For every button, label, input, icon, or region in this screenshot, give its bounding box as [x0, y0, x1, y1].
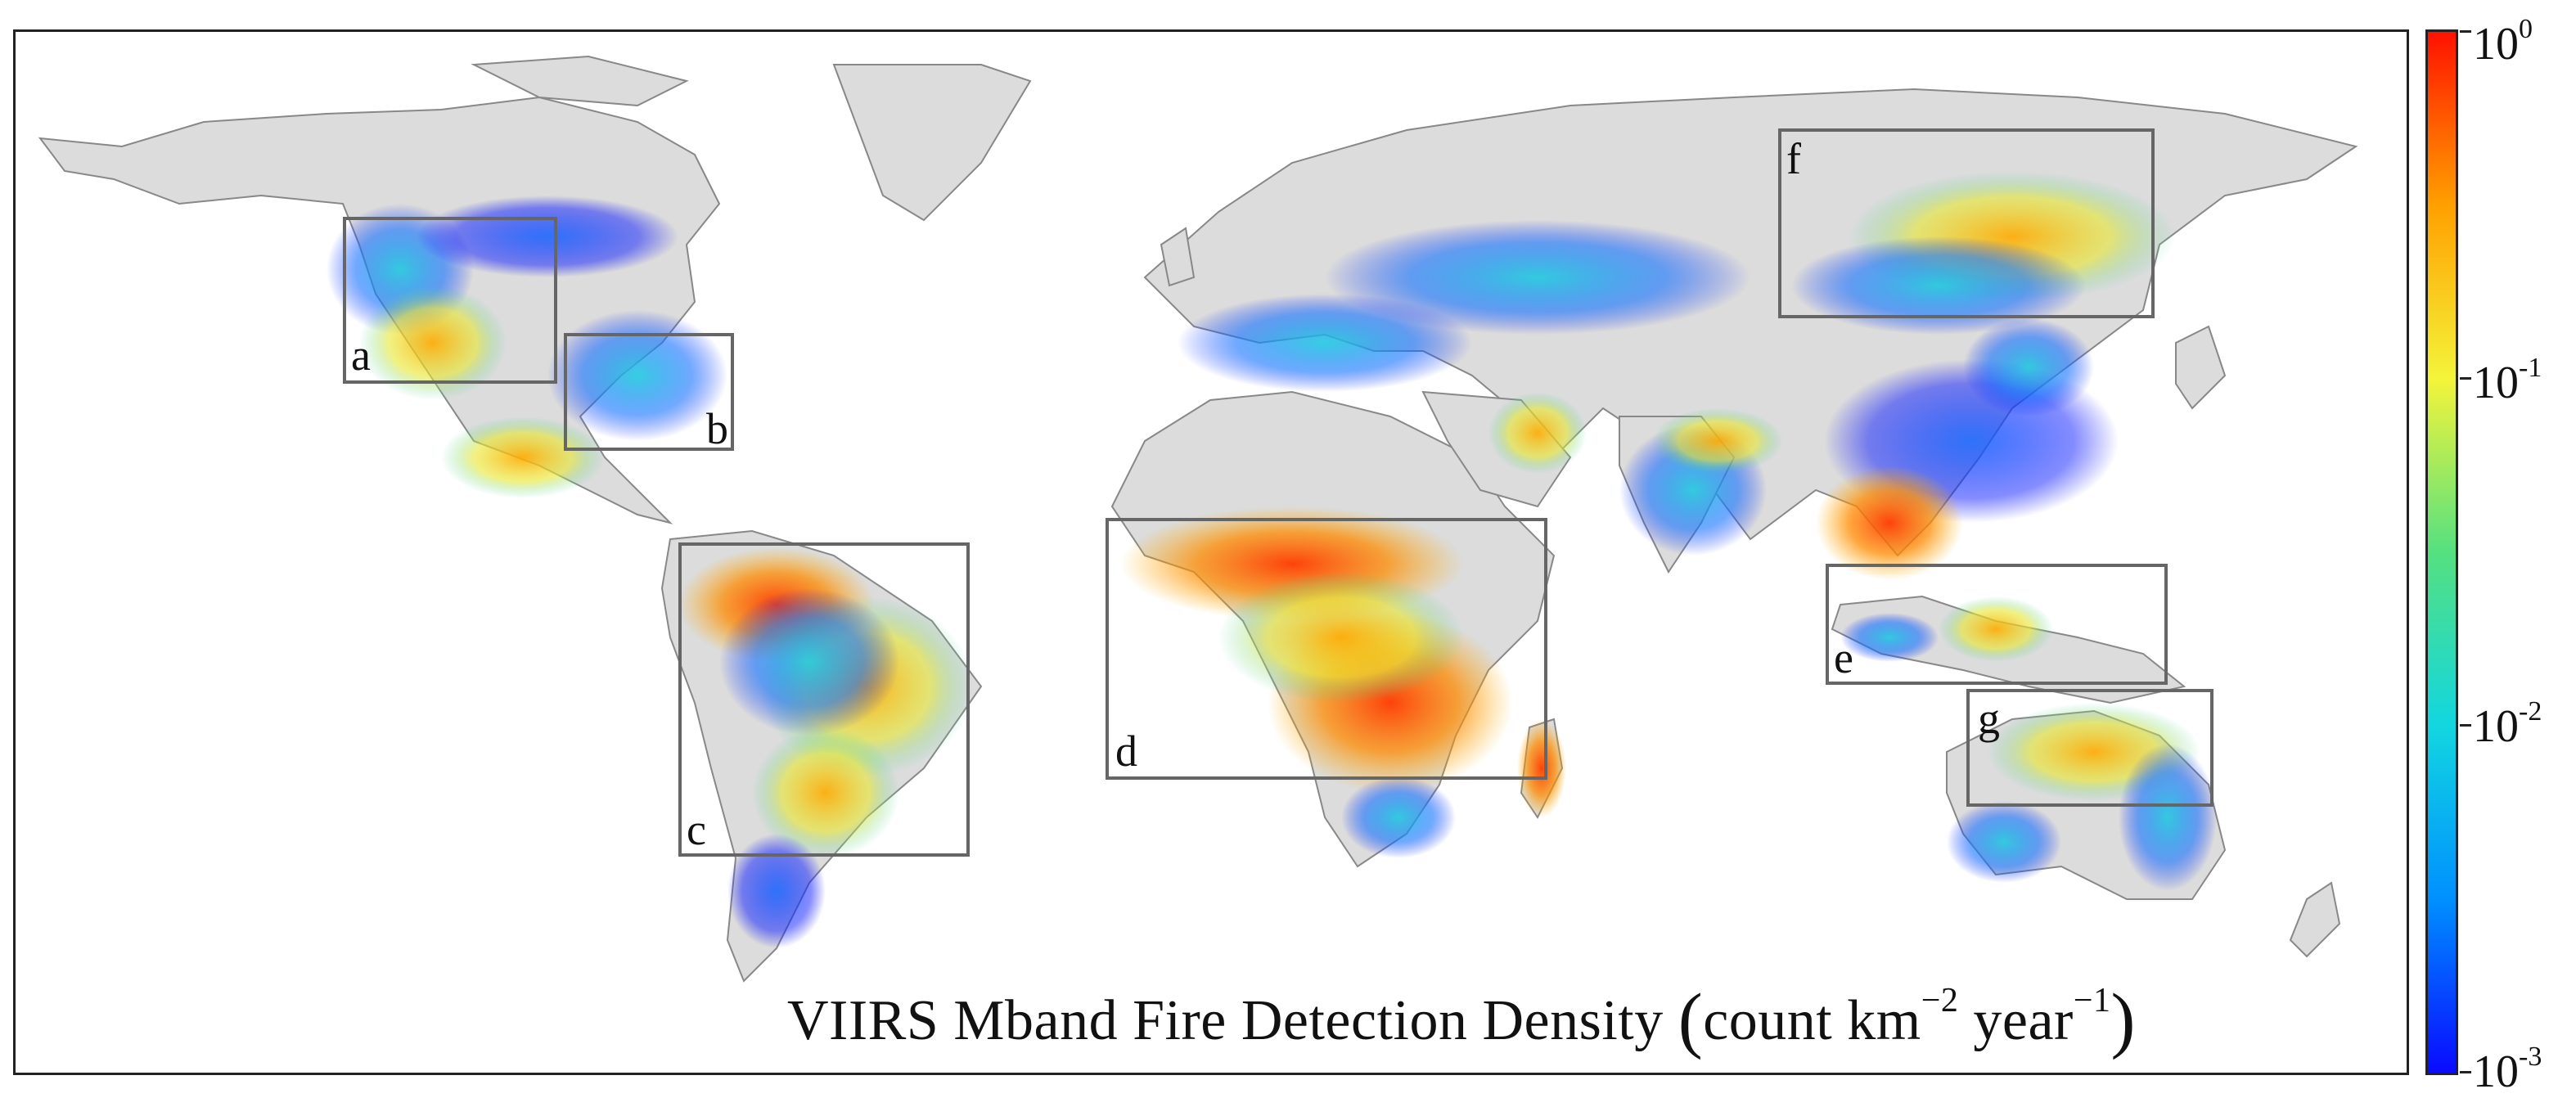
colorbar-label-1-base: 10	[2473, 358, 2519, 408]
colorbar-label-1-exp: -1	[2519, 353, 2542, 383]
region-box-c	[678, 542, 970, 857]
colorbar-tick-1	[2460, 377, 2471, 380]
colorbar-tick-0	[2460, 30, 2471, 33]
map-title: VIIRS Mband Fire Detection Density (coun…	[787, 978, 2136, 1062]
title-close-paren: )	[2110, 979, 2136, 1060]
region-label-f: f	[1786, 134, 1801, 183]
region-label-b: b	[706, 404, 728, 453]
fire-mexico	[441, 416, 605, 498]
title-exp-km: −2	[1921, 982, 1959, 1019]
colorbar-label-3-base: 10	[2473, 1046, 2519, 1097]
colorbar-label-3: 10-3	[2473, 1043, 2542, 1097]
fire-s-tip-africa	[1341, 776, 1456, 858]
colorbar-label-2-exp: -2	[2519, 696, 2542, 727]
region-box-a	[343, 217, 557, 384]
colorbar-label-3-exp: -3	[2519, 1042, 2542, 1072]
map-frame: a b c d e f g	[13, 29, 2409, 1075]
land-new-zealand	[2289, 881, 2341, 958]
land-arctic-islands	[471, 55, 689, 107]
region-label-d: d	[1115, 727, 1137, 776]
land-japan	[2175, 325, 2227, 410]
fire-chaco	[752, 727, 899, 858]
title-exp-year: −1	[2073, 982, 2111, 1019]
colorbar-label-2: 10-2	[2473, 698, 2542, 752]
fire-e-australia	[2119, 744, 2217, 891]
title-open-paren: (	[1678, 979, 1704, 1060]
fire-madagascar	[1517, 719, 1566, 817]
colorbar	[2425, 29, 2458, 1075]
land-greenland	[832, 64, 1032, 222]
fire-canada-n	[417, 196, 678, 277]
title-prefix: VIIRS Mband Fire Detection Density	[787, 989, 1678, 1052]
fire-density-overlay	[327, 171, 2217, 948]
fire-central-africa	[1218, 572, 1464, 703]
colorbar-label-0: 100	[2473, 16, 2533, 70]
region-box-d	[1106, 518, 1547, 780]
world-map	[38, 55, 2358, 983]
fire-siberia-b	[1791, 236, 2086, 335]
region-label-e: e	[1834, 633, 1853, 682]
colorbar-tick-2	[2460, 724, 2471, 727]
region-label-c: c	[687, 805, 706, 854]
fire-e-us	[547, 310, 727, 441]
fire-mid-east	[1488, 392, 1587, 474]
fire-borneo	[1939, 596, 2053, 662]
fire-sumatra	[1840, 613, 1939, 662]
fire-e-china	[1963, 318, 2094, 416]
fire-n-india	[1652, 408, 1783, 474]
fire-w-australia	[1947, 801, 2061, 883]
region-box-g	[1966, 689, 2213, 807]
fire-se-asia	[1816, 466, 1963, 580]
colorbar-label-0-base: 10	[2473, 19, 2519, 70]
region-boxes	[343, 128, 2213, 857]
fire-amazon	[719, 588, 899, 736]
title-unit-count: count km	[1703, 989, 1921, 1052]
region-label-g: g	[1978, 694, 2000, 743]
region-box-b	[564, 333, 734, 451]
fire-s-south-america	[727, 834, 826, 948]
region-label-a: a	[351, 331, 371, 380]
colorbar-label-1: 10-1	[2473, 354, 2542, 408]
land-uk	[1160, 227, 1196, 287]
title-unit-year: year	[1958, 989, 2074, 1052]
colorbar-tick-3	[2460, 1071, 2471, 1073]
fire-russia	[1325, 220, 1750, 335]
colorbar-label-0-exp: 0	[2519, 14, 2533, 44]
fire-w-us	[359, 286, 507, 400]
colorbar-label-2-base: 10	[2473, 701, 2519, 752]
region-box-f	[1778, 128, 2155, 318]
region-box-e	[1826, 564, 2168, 685]
